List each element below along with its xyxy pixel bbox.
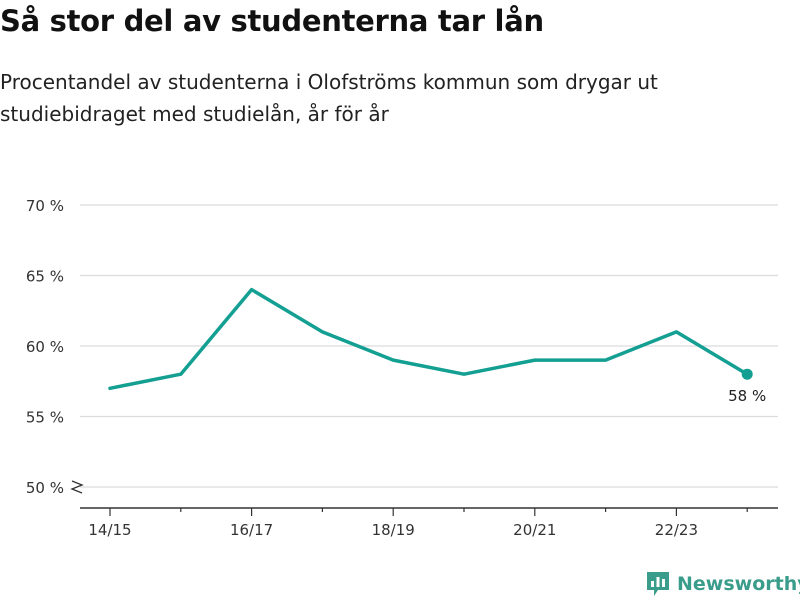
y-tick-label: 55 % (26, 409, 64, 427)
x-tick-label: 16/17 (230, 521, 273, 539)
y-tick-label: 60 % (26, 338, 64, 356)
x-axis-tick-labels: 14/15 16/17 18/19 20/21 22/23 (88, 508, 748, 539)
x-tick-label: 14/15 (88, 521, 131, 539)
newsworthy-logo-icon (647, 572, 669, 596)
brand-logo[interactable]: Newsworthy (645, 570, 800, 598)
x-tick-label: 18/19 (372, 521, 415, 539)
chart-title: Så stor del av studenterna tar lån (0, 4, 544, 38)
y-axis-tick-labels: 50 % 55 % 60 % 65 % 70 % (26, 197, 64, 497)
x-tick-label: 20/21 (513, 521, 556, 539)
x-axis (70, 480, 778, 509)
y-tick-label: 50 % (26, 479, 64, 497)
last-value-point (741, 368, 753, 380)
x-tick-label: 22/23 (655, 521, 698, 539)
series-layer: 58 % (108, 287, 766, 405)
last-value-label: 58 % (728, 387, 766, 405)
series-line (108, 287, 749, 391)
chart-subtitle: Procentandel av studenterna i Olofströms… (0, 70, 658, 126)
gridlines (80, 204, 778, 488)
y-tick-label: 70 % (26, 197, 64, 215)
axis-break-mark (70, 480, 84, 494)
brand-name: Newsworthy (677, 573, 800, 595)
y-tick-label: 65 % (26, 268, 64, 286)
